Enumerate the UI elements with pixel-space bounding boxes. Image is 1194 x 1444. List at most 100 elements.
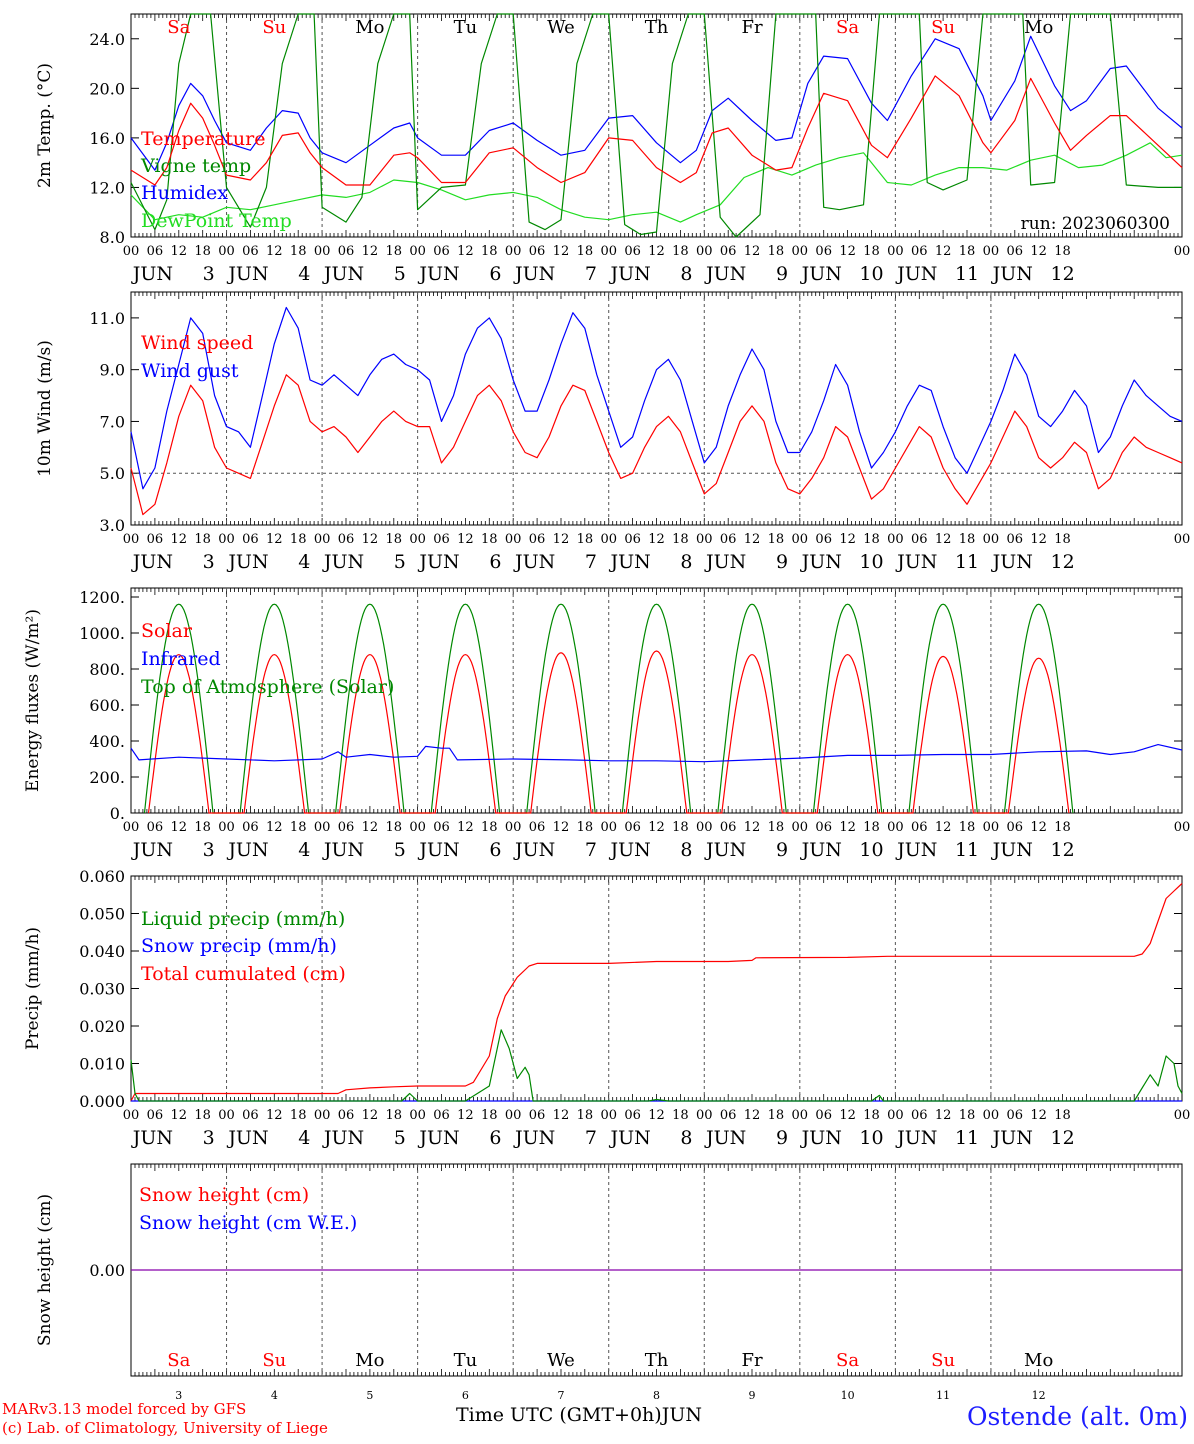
hour-tick-label: 00 (505, 820, 522, 835)
hour-tick-label: 00 (123, 532, 140, 547)
hour-tick-label: 18 (768, 532, 785, 547)
date-day-label: 8 (680, 1127, 692, 1149)
date-day-label: 4 (298, 551, 310, 573)
y-tick-label: 8.0 (100, 228, 125, 247)
hour-tick-label: 00 (218, 1108, 235, 1123)
hour-tick-label: 18 (577, 1108, 594, 1123)
day-number-label: 7 (557, 1389, 564, 1402)
date-day-label: 5 (394, 839, 406, 861)
day-name-top: Tu (454, 17, 478, 38)
time-axis-month: JUN (661, 1404, 702, 1426)
y-tick-label: 20.0 (89, 79, 125, 98)
hour-tick-label: 06 (815, 1108, 832, 1123)
hour-tick-label: 06 (911, 820, 928, 835)
date-day-label: 10 (859, 839, 883, 861)
hour-tick-label: 00 (792, 1108, 809, 1123)
date-month-label: JUN (991, 1127, 1033, 1149)
y-tick-label: 16.0 (89, 129, 125, 148)
date-day-label: 7 (585, 551, 597, 573)
y-tick-label: 0.060 (79, 867, 125, 886)
date-month-label: JUN (513, 1127, 555, 1149)
legend-entry: DewPoint Temp (141, 210, 292, 232)
hour-tick-label: 06 (338, 820, 355, 835)
legend-entry: Wind gust (141, 360, 239, 382)
day-name-bottom: Th (645, 1350, 669, 1371)
hour-ticks (130, 292, 1183, 525)
hour-tick-label: 18 (194, 820, 211, 835)
hour-tick-label: 18 (863, 244, 880, 259)
date-month-label: JUN (704, 263, 746, 285)
date-month-label: JUN (417, 263, 459, 285)
hour-tick-label: 12 (744, 1108, 761, 1123)
footer-credits: MARv3.13 model forced by GFS (c) Lab. of… (2, 1400, 328, 1438)
y-axis-label: Energy fluxes (W/m²) (23, 609, 43, 792)
hour-tick-label: 18 (577, 532, 594, 547)
date-month-label: JUN (609, 1127, 651, 1149)
hour-tick-label: 06 (720, 820, 737, 835)
hour-ticks (130, 588, 1183, 813)
legend-entry: Total cumulated (cm) (141, 963, 346, 985)
hour-tick-label: 18 (672, 1108, 689, 1123)
date-month-label: JUN (226, 551, 268, 573)
hour-tick-label: 06 (433, 244, 450, 259)
legend-entry: Snow height (cm) (139, 1184, 309, 1206)
hour-tick-label: 18 (481, 532, 498, 547)
series-solar (147, 650, 1070, 814)
hour-tick-label: 00 (887, 244, 904, 259)
y-tick-label: 5.0 (100, 464, 125, 483)
hour-tick-label: 00 (600, 532, 617, 547)
day-name-bottom: Fr (741, 1350, 762, 1371)
hour-tick-label: 12 (1030, 244, 1047, 259)
date-month-label: JUN (895, 1127, 937, 1149)
hour-tick-label: 06 (1007, 820, 1024, 835)
panel-2: 3.0 5.0 7.0 9.0 11.0 10m Wind (m/s) Wind speed… (35, 291, 1190, 573)
y-tick-label: 0.020 (79, 1017, 125, 1036)
hour-tick-label: 06 (1007, 244, 1024, 259)
hour-tick-label: 18 (577, 244, 594, 259)
hour-tick-label: 00 (696, 244, 713, 259)
hour-tick-label: 18 (385, 820, 402, 835)
date-day-label: 9 (776, 263, 788, 285)
day-name-top: Su (262, 17, 286, 38)
date-day-label: 12 (1050, 1127, 1074, 1149)
date-day-label: 11 (955, 263, 979, 285)
date-day-label: 12 (1050, 839, 1074, 861)
y-tick-label: 0.000 (79, 1092, 125, 1111)
date-day-label: 10 (859, 263, 883, 285)
legend-entry: Top of Atmosphere (Solar) (141, 676, 394, 698)
hour-tick-label: 00 (123, 820, 140, 835)
y-tick-label: 1200. (79, 588, 125, 607)
hour-tick-label: 06 (815, 244, 832, 259)
date-day-label: 6 (489, 551, 501, 573)
hour-tick-label: 12 (839, 244, 856, 259)
series-liquid-precip-mm-h- (130, 1029, 1183, 1102)
hour-tick-label: 12 (648, 244, 665, 259)
hour-tick-label: 06 (433, 820, 450, 835)
hour-tick-label: 00 (218, 532, 235, 547)
hour-tick-label: 18 (481, 820, 498, 835)
hour-tick-label: 06 (147, 532, 164, 547)
day-name-top: Su (931, 17, 955, 38)
legend-entry: Vigne temp (140, 155, 251, 177)
date-month-label: JUN (226, 263, 268, 285)
hour-tick-label: 12 (457, 244, 474, 259)
y-tick-label: 600. (89, 696, 125, 715)
date-month-label: JUN (513, 839, 555, 861)
hour-tick-label: 06 (338, 244, 355, 259)
hour-tick-label: 00 (123, 1108, 140, 1123)
date-day-label: 7 (585, 839, 597, 861)
hour-tick-label: 06 (529, 532, 546, 547)
y-tick-label: 0. (110, 804, 125, 823)
hour-tick-label: 12 (362, 820, 379, 835)
hour-tick-label: 06 (242, 820, 259, 835)
y-tick-label: 1000. (79, 624, 125, 643)
y-tick-label: 0.030 (79, 980, 125, 999)
hour-tick-label: 18 (290, 820, 307, 835)
date-month-label: JUN (417, 839, 459, 861)
date-month-label: JUN (322, 263, 364, 285)
hour-tick-label: 06 (911, 244, 928, 259)
y-tick-label: 800. (89, 660, 125, 679)
date-month-label: JUN (417, 551, 459, 573)
date-month-label: JUN (513, 263, 555, 285)
